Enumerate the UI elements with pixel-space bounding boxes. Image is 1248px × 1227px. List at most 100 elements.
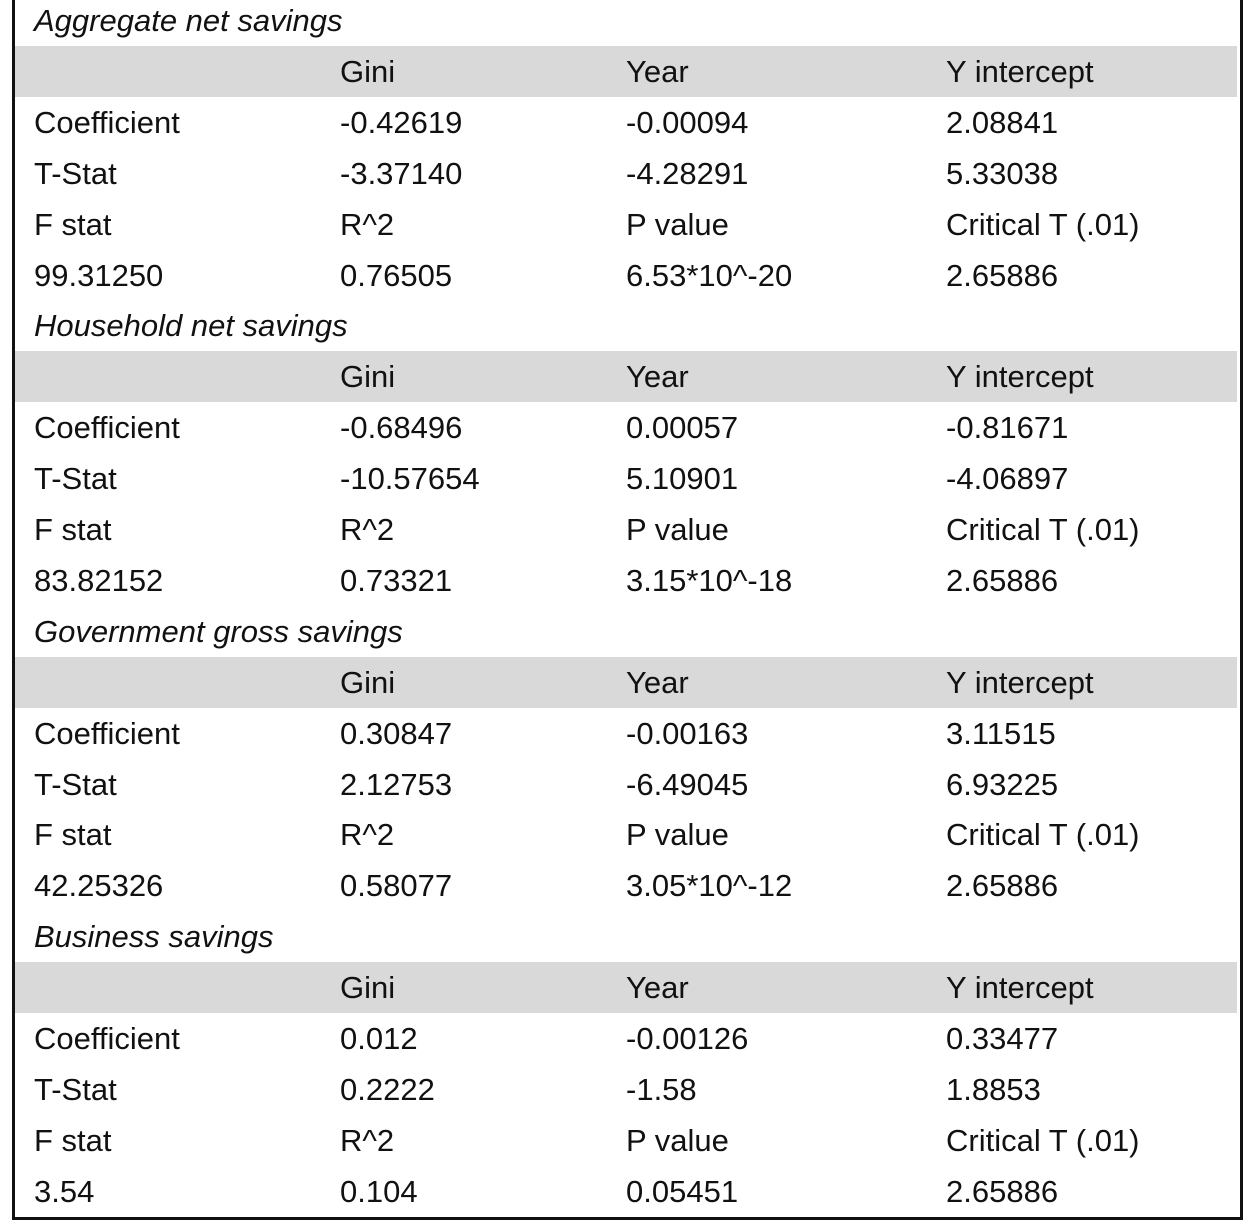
cell: 0.00057 xyxy=(626,410,739,446)
cell: T-Stat xyxy=(34,155,117,191)
data-row: F stat R^2 P value Critical T (.01) xyxy=(15,504,1237,555)
cell: 2.12753 xyxy=(340,766,453,802)
cell: Coefficient xyxy=(34,104,180,140)
cell: -6.49045 xyxy=(626,766,749,802)
cell: F stat xyxy=(34,512,112,547)
data-row: T-Stat -3.37140 -4.28291 5.33038 xyxy=(15,148,1237,199)
cell: -0.00094 xyxy=(626,104,749,140)
cell: 6.53*10^-20 xyxy=(626,257,793,293)
data-row: 99.31250 0.76505 6.53*10^-20 2.65886 xyxy=(15,250,1237,301)
cell: 2.65886 xyxy=(946,868,1059,904)
cell: 0.104 xyxy=(340,1173,418,1209)
section-title-row: Household net savings xyxy=(15,300,1237,351)
cell: Coefficient xyxy=(34,410,180,446)
cell: R^2 xyxy=(340,1122,395,1158)
cell: -10.57654 xyxy=(340,461,480,497)
data-row: 83.82152 0.73321 3.15*10^-18 2.65886 xyxy=(15,555,1237,606)
cell: -0.42619 xyxy=(340,104,463,140)
cell: Critical T (.01) xyxy=(946,1122,1140,1158)
cell: Coefficient xyxy=(34,1021,180,1056)
cell: P value xyxy=(626,206,729,242)
cell: 3.15*10^-18 xyxy=(626,562,793,598)
cell: 2.65886 xyxy=(946,1173,1059,1209)
cell: Gini xyxy=(340,359,396,395)
header-row: Gini Year Y intercept xyxy=(15,45,1237,97)
cell: F stat xyxy=(34,817,112,853)
header-row: Gini Year Y intercept xyxy=(15,656,1237,708)
cell: -4.28291 xyxy=(626,155,749,191)
cell: F stat xyxy=(34,206,112,242)
cell: Critical T (.01) xyxy=(946,817,1140,853)
cell: Aggregate net savings xyxy=(34,3,343,38)
cell: 3.54 xyxy=(34,1173,95,1209)
cell: Y intercept xyxy=(946,664,1094,700)
header-row: Gini Year Y intercept xyxy=(15,351,1237,403)
cell: -3.37140 xyxy=(340,155,463,191)
cell: -0.81671 xyxy=(946,410,1069,446)
data-row: Coefficient -0.68496 0.00057 -0.81671 xyxy=(15,402,1237,453)
header-row: Gini Year Y intercept xyxy=(15,962,1237,1014)
cell: Coefficient xyxy=(34,715,180,751)
cell: Y intercept xyxy=(946,53,1094,89)
cell: 2.65886 xyxy=(946,257,1059,293)
cell: 5.10901 xyxy=(626,461,739,497)
cell: Year xyxy=(626,359,689,395)
data-row: F stat R^2 P value Critical T (.01) xyxy=(15,1115,1237,1166)
cell: Year xyxy=(626,970,689,1006)
cell: -0.00163 xyxy=(626,715,749,751)
data-row: T-Stat 0.2222 -1.58 1.8853 xyxy=(15,1064,1237,1115)
cell: 0.58077 xyxy=(340,868,453,904)
cell: 0.30847 xyxy=(340,715,453,751)
section-title-row: Government gross savings xyxy=(15,606,1237,657)
cell: R^2 xyxy=(340,817,395,853)
cell: 2.08841 xyxy=(946,104,1059,140)
cell: Critical T (.01) xyxy=(946,206,1140,242)
cell: 42.25326 xyxy=(34,868,164,904)
data-row: T-Stat -10.57654 5.10901 -4.06897 xyxy=(15,453,1237,504)
data-row: F stat R^2 P value Critical T (.01) xyxy=(15,199,1237,250)
cell: 0.05451 xyxy=(626,1173,739,1209)
cell: R^2 xyxy=(340,512,395,547)
cell: -4.06897 xyxy=(946,461,1069,497)
cell: P value xyxy=(626,512,729,547)
cell: Year xyxy=(626,53,689,89)
cell: R^2 xyxy=(340,206,395,242)
cell: P value xyxy=(626,1122,729,1158)
cell: -0.68496 xyxy=(340,410,463,446)
cell: 0.73321 xyxy=(340,562,453,598)
cell: 3.11515 xyxy=(946,715,1056,751)
cell: 0.2222 xyxy=(340,1071,435,1107)
cell: -0.00126 xyxy=(626,1021,749,1056)
cell: T-Stat xyxy=(34,461,117,497)
cell: Household net savings xyxy=(34,308,348,344)
cell: T-Stat xyxy=(34,766,117,802)
cell: Gini xyxy=(340,664,396,700)
cell: Gini xyxy=(340,970,396,1006)
data-row: 3.54 0.104 0.05451 2.65886 xyxy=(15,1166,1237,1217)
cell: 2.65886 xyxy=(946,562,1059,598)
cell: T-Stat xyxy=(34,1071,117,1107)
cell: 5.33038 xyxy=(946,155,1059,191)
cell: 0.012 xyxy=(340,1021,418,1056)
cell: 83.82152 xyxy=(34,562,164,598)
cell: Y intercept xyxy=(946,359,1094,395)
cell: Year xyxy=(626,664,689,700)
section-title-row: Business savings xyxy=(15,911,1237,962)
cell: 0.33477 xyxy=(946,1021,1059,1056)
cell: P value xyxy=(626,817,729,853)
cell: Critical T (.01) xyxy=(946,512,1140,547)
section-title-row: Aggregate net savings xyxy=(15,0,1237,46)
data-row: 42.25326 0.58077 3.05*10^-12 2.65886 xyxy=(15,860,1237,911)
cell: 3.05*10^-12 xyxy=(626,868,793,904)
table-border xyxy=(12,0,1243,1220)
data-row: Coefficient 0.012 -0.00126 0.33477 xyxy=(15,1013,1237,1064)
cell: 99.31250 xyxy=(34,257,164,293)
data-row: F stat R^2 P value Critical T (.01) xyxy=(15,809,1237,860)
cell: Business savings xyxy=(34,919,274,955)
cell: Government gross savings xyxy=(34,613,403,649)
cell: F stat xyxy=(34,1122,112,1158)
cell: Y intercept xyxy=(946,970,1094,1006)
data-row: T-Stat 2.12753 -6.49045 6.93225 xyxy=(15,759,1237,810)
cell: -1.58 xyxy=(626,1071,697,1107)
